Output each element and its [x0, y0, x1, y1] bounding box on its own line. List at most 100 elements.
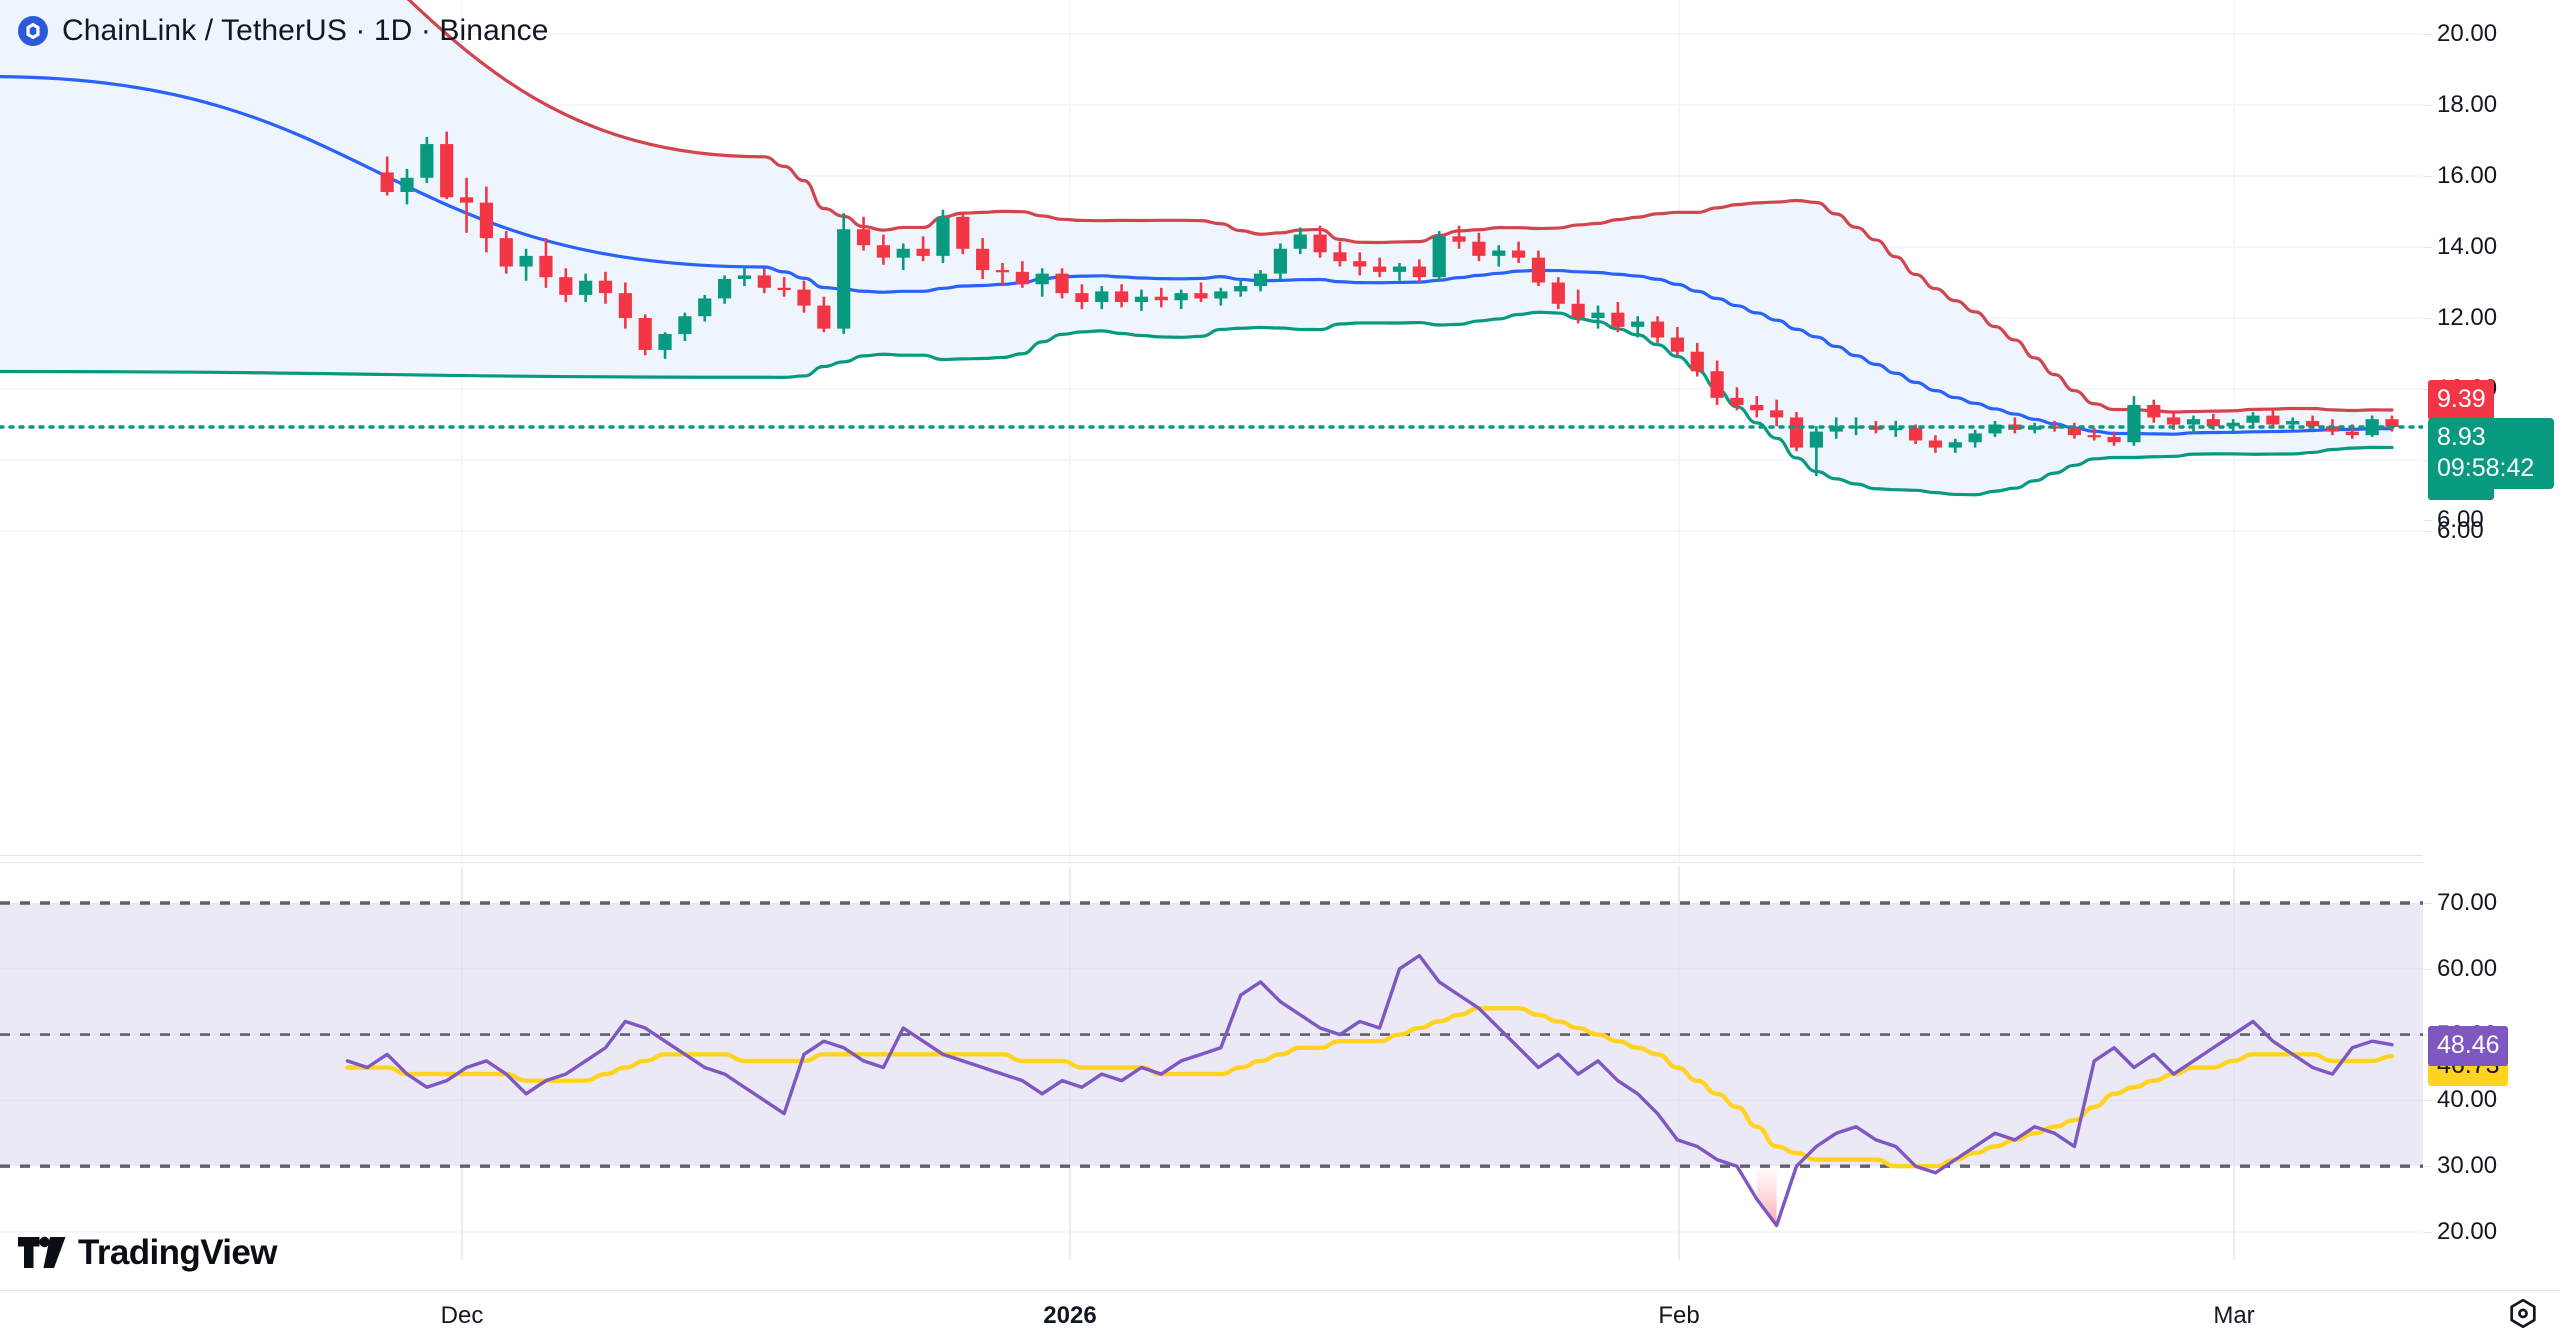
candle-body: [856, 229, 871, 246]
candle-body: [1650, 321, 1665, 338]
axis-tick: [2423, 318, 2432, 319]
candle-body: [1948, 442, 1962, 448]
candle-body: [1492, 250, 1506, 256]
rsi-value-badge[interactable]: 48.46: [2428, 1025, 2508, 1066]
candle-body: [2246, 415, 2260, 423]
candle-body: [1253, 273, 1268, 287]
candle-body: [718, 278, 732, 299]
candle-body: [1273, 248, 1287, 274]
candle-body: [380, 172, 394, 192]
candle-body: [956, 216, 970, 249]
candle-body: [2067, 428, 2081, 436]
axis-tick: [2423, 105, 2432, 106]
candle-body: [1988, 424, 2002, 434]
candle-body: [976, 248, 990, 271]
tradingview-logo[interactable]: TradingView: [18, 1232, 278, 1274]
axis-tick: [2423, 1100, 2432, 1102]
candle-body: [1512, 250, 1526, 258]
axis-tick: [2423, 1166, 2432, 1168]
candle-body: [1849, 426, 1863, 429]
rsi-oversold-fill: [1756, 1166, 1777, 1226]
pane-separator-bottom[interactable]: [0, 862, 2423, 863]
candle-body: [638, 318, 652, 350]
tradingview-logo-icon: [18, 1236, 66, 1268]
candle-body: [519, 255, 533, 267]
candle-body: [1234, 286, 1248, 292]
candle-body: [936, 216, 950, 256]
bollinger-upper-line: [406, 0, 2394, 414]
candle-body: [1452, 236, 1466, 242]
price-scale[interactable]: 20.0018.0016.0014.0012.0010.008.006.006.…: [2423, 0, 2560, 1290]
candle-body: [737, 275, 752, 279]
candle-body: [817, 305, 831, 329]
candle-body: [2345, 431, 2359, 436]
tradingview-logo-text: TradingView: [78, 1233, 278, 1272]
candle-body: [757, 275, 771, 288]
candle-body: [1373, 266, 1387, 272]
candle-body: [1809, 431, 1823, 448]
candle-body: [1214, 291, 1228, 299]
candle-body: [698, 298, 712, 317]
axis-tick: [2423, 176, 2432, 177]
candle-body: [2147, 404, 2161, 418]
axis-tick: [2423, 1232, 2432, 1233]
candle-body: [1571, 303, 1585, 318]
candle-body: [1928, 440, 1943, 448]
candle-body: [598, 280, 613, 294]
axis-tick: [2423, 460, 2432, 461]
candle-body: [658, 333, 672, 350]
candle-body: [2266, 415, 2280, 425]
pane-separator-top: [0, 855, 2423, 856]
last-price-badge[interactable]: 8.93 09:58:42: [2428, 418, 2554, 489]
bollinger-upper-badge-value: 9.39: [2437, 385, 2486, 413]
rsi-value-badge-value: 48.46: [2437, 1030, 2500, 1059]
candle-body: [896, 248, 910, 258]
candle-body: [1035, 273, 1049, 285]
candle-body: [1472, 241, 1486, 256]
rsi-line: [345, 953, 2394, 1228]
candle-body: [479, 202, 493, 239]
time-axis-label-dec: Dec: [440, 1302, 484, 1329]
candle-body: [1333, 252, 1347, 262]
price-pane[interactable]: [0, 0, 2423, 862]
rsi-pane[interactable]: [0, 866, 2423, 1260]
candle-body: [1392, 266, 1407, 272]
chart-settings-gear-icon[interactable]: [2506, 1297, 2540, 1331]
last-price-badge-value: 8.93: [2437, 423, 2486, 451]
candle-body: [1293, 234, 1307, 249]
price-axis-label-600: 6.00: [2437, 506, 2484, 533]
candle-body: [420, 144, 434, 178]
candle-body: [1174, 293, 1188, 301]
candle-body: [1551, 282, 1565, 304]
rsi-chart-svg: [0, 866, 2423, 1260]
candle-body: [2127, 404, 2141, 443]
time-scale[interactable]: Dec 2026 Feb Mar: [0, 1290, 2560, 1338]
candle-body: [440, 144, 454, 198]
rsi-axis-label-40.00: 40.00: [2437, 1086, 2498, 1114]
axis-tick: [2423, 531, 2432, 532]
axis-tick: [2423, 247, 2432, 248]
rsi-axis-label-20.00: 20.00: [2437, 1218, 2498, 1245]
candle-body: [1432, 236, 1446, 278]
candle-body: [2107, 436, 2121, 443]
candle-body: [539, 255, 553, 278]
candle-body: [2087, 435, 2101, 438]
candle-body: [1313, 234, 1327, 253]
candle-body: [1055, 273, 1069, 294]
candle-body: [2028, 426, 2042, 430]
price-scale-divider: [2423, 0, 2424, 1290]
price-axis-label-6.00: 6.00: [2437, 517, 2484, 544]
price-axis-label-12.00: 12.00: [2437, 304, 2498, 331]
candle-body: [1412, 266, 1426, 278]
countdown-timer: 09:58:42: [2437, 454, 2535, 482]
candle-body: [1968, 433, 1982, 443]
price-axis-label-16.00: 16.00: [2437, 162, 2498, 189]
symbol-title[interactable]: ChainLink / TetherUS · 1D · Binance: [62, 14, 549, 47]
axis-tick: [2423, 520, 2432, 521]
bollinger-lower-line: [0, 310, 2394, 497]
bollinger-upper-badge[interactable]: 9.39: [2428, 380, 2494, 420]
axis-tick: [2423, 34, 2432, 35]
rsi-axis-label-60.00: 60.00: [2437, 954, 2498, 982]
candle-body: [1909, 428, 1923, 441]
